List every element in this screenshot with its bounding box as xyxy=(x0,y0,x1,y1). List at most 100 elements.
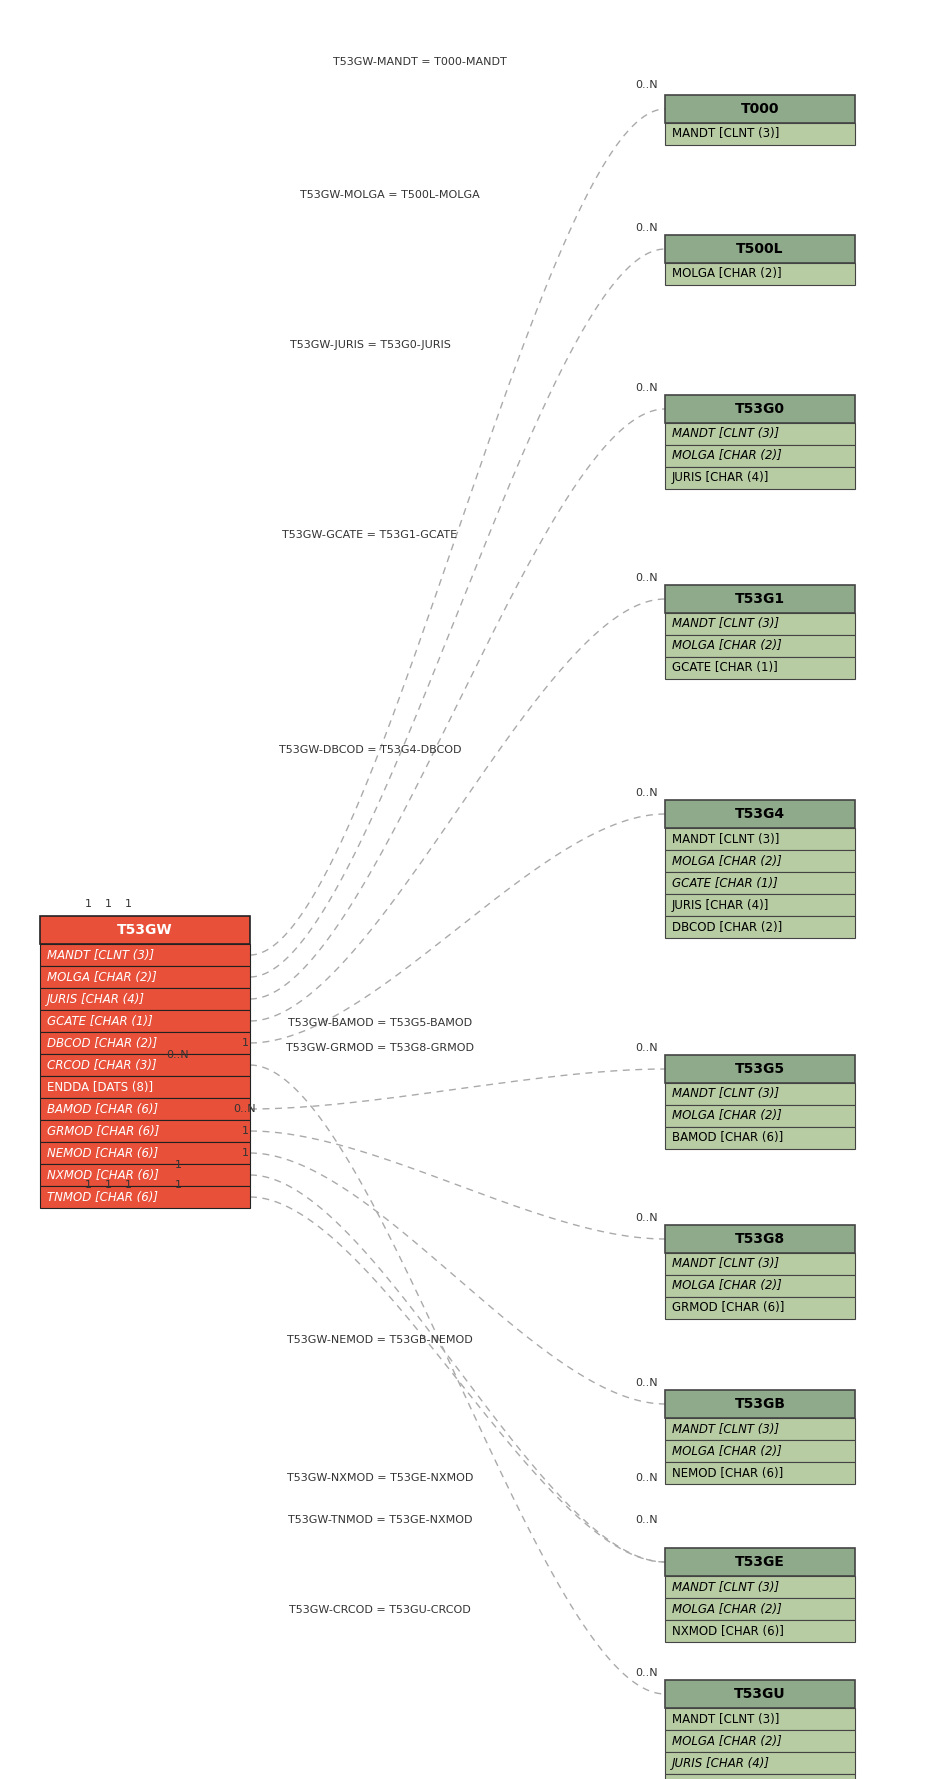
Bar xyxy=(40,945,250,966)
Bar xyxy=(40,1121,250,1142)
Text: T53GW-NEMOD = T53GB-NEMOD: T53GW-NEMOD = T53GB-NEMOD xyxy=(287,1334,473,1345)
Text: T53G0: T53G0 xyxy=(735,402,785,416)
Text: 0..N: 0..N xyxy=(636,1669,658,1678)
Text: T53GW-CRCOD = T53GU-CRCOD: T53GW-CRCOD = T53GU-CRCOD xyxy=(289,1605,471,1615)
Text: 1: 1 xyxy=(242,1126,248,1137)
Text: 1: 1 xyxy=(242,1037,248,1048)
Text: MANDT [CLNT (3)]: MANDT [CLNT (3)] xyxy=(672,1087,779,1101)
Text: T53GW-MANDT = T000-MANDT: T53GW-MANDT = T000-MANDT xyxy=(333,57,507,68)
Text: GCATE [CHAR (1)]: GCATE [CHAR (1)] xyxy=(672,662,778,674)
Text: T53GE: T53GE xyxy=(735,1555,785,1569)
Bar xyxy=(40,1010,250,1032)
Text: 1: 1 xyxy=(124,1179,132,1190)
Text: NXMOD [CHAR (6)]: NXMOD [CHAR (6)] xyxy=(672,1624,784,1637)
Text: MANDT [CLNT (3)]: MANDT [CLNT (3)] xyxy=(672,617,779,630)
Text: T53GW-MOLGA = T500L-MOLGA: T53GW-MOLGA = T500L-MOLGA xyxy=(300,190,480,199)
Bar xyxy=(665,1439,855,1462)
Text: 0..N: 0..N xyxy=(636,222,658,233)
Text: NXMOD [CHAR (6)]: NXMOD [CHAR (6)] xyxy=(47,1169,159,1181)
Text: MOLGA [CHAR (2)]: MOLGA [CHAR (2)] xyxy=(672,639,781,653)
Text: T500L: T500L xyxy=(736,242,783,256)
Text: TNMOD [CHAR (6)]: TNMOD [CHAR (6)] xyxy=(47,1190,158,1204)
Text: MANDT [CLNT (3)]: MANDT [CLNT (3)] xyxy=(47,948,154,961)
Text: BAMOD [CHAR (6)]: BAMOD [CHAR (6)] xyxy=(47,1103,159,1115)
Text: 1: 1 xyxy=(124,898,132,909)
Text: 0..N: 0..N xyxy=(636,80,658,91)
Bar xyxy=(665,123,855,146)
Bar xyxy=(40,1032,250,1053)
Bar xyxy=(665,635,855,656)
Text: MOLGA [CHAR (2)]: MOLGA [CHAR (2)] xyxy=(672,1279,781,1293)
Text: T53GW-GCATE = T53G1-GCATE: T53GW-GCATE = T53G1-GCATE xyxy=(283,530,458,541)
Text: JURIS [CHAR (4)]: JURIS [CHAR (4)] xyxy=(672,898,769,911)
Bar xyxy=(40,916,250,945)
Text: 1: 1 xyxy=(105,898,111,909)
Bar xyxy=(665,468,855,489)
Text: T53G1: T53G1 xyxy=(735,592,785,607)
Bar xyxy=(665,1105,855,1128)
Text: MOLGA [CHAR (2)]: MOLGA [CHAR (2)] xyxy=(672,450,781,463)
Text: T000: T000 xyxy=(741,101,780,116)
Bar xyxy=(665,1418,855,1439)
Bar xyxy=(665,1276,855,1297)
Text: T53GW-GRMOD = T53G8-GRMOD: T53GW-GRMOD = T53G8-GRMOD xyxy=(286,1042,474,1053)
Bar xyxy=(40,1142,250,1163)
Text: T53GW-BAMOD = T53G5-BAMOD: T53GW-BAMOD = T53G5-BAMOD xyxy=(288,1018,472,1028)
Text: MOLGA [CHAR (2)]: MOLGA [CHAR (2)] xyxy=(672,1603,781,1615)
Text: DBCOD [CHAR (2)]: DBCOD [CHAR (2)] xyxy=(672,920,782,934)
Bar xyxy=(665,895,855,916)
Text: T53GW-JURIS = T53G0-JURIS: T53GW-JURIS = T53G0-JURIS xyxy=(289,340,451,350)
Bar xyxy=(40,987,250,1010)
Bar xyxy=(665,1576,855,1598)
Bar xyxy=(665,827,855,850)
Text: GRMOD [CHAR (6)]: GRMOD [CHAR (6)] xyxy=(672,1302,784,1315)
Text: T53GW-DBCOD = T53G4-DBCOD: T53GW-DBCOD = T53G4-DBCOD xyxy=(279,745,462,754)
Text: MOLGA [CHAR (2)]: MOLGA [CHAR (2)] xyxy=(672,1735,781,1747)
Text: 0..N: 0..N xyxy=(636,1516,658,1525)
Text: CRCOD [CHAR (3)]: CRCOD [CHAR (3)] xyxy=(47,1059,157,1071)
Text: MANDT [CLNT (3)]: MANDT [CLNT (3)] xyxy=(672,128,780,141)
Text: 0..N: 0..N xyxy=(636,1213,658,1222)
Bar xyxy=(665,1297,855,1318)
Bar xyxy=(665,850,855,872)
Bar xyxy=(665,1462,855,1484)
Text: 0..N: 0..N xyxy=(636,1042,658,1053)
Bar xyxy=(665,614,855,635)
Bar xyxy=(665,395,855,423)
Text: MANDT [CLNT (3)]: MANDT [CLNT (3)] xyxy=(672,427,779,441)
Text: GRMOD [CHAR (6)]: GRMOD [CHAR (6)] xyxy=(47,1124,159,1137)
Text: MANDT [CLNT (3)]: MANDT [CLNT (3)] xyxy=(672,833,780,845)
Bar xyxy=(665,423,855,445)
Text: 0..N: 0..N xyxy=(234,1105,256,1114)
Bar xyxy=(665,1729,855,1752)
Text: MOLGA [CHAR (2)]: MOLGA [CHAR (2)] xyxy=(672,854,781,868)
Bar xyxy=(665,94,855,123)
Bar xyxy=(665,1389,855,1418)
Text: T53GW: T53GW xyxy=(117,923,172,938)
Bar xyxy=(665,1548,855,1576)
Text: ENDDA [DATS (8)]: ENDDA [DATS (8)] xyxy=(47,1080,153,1094)
Text: 1: 1 xyxy=(242,1147,248,1158)
Text: GCATE [CHAR (1)]: GCATE [CHAR (1)] xyxy=(47,1014,153,1028)
Text: MANDT [CLNT (3)]: MANDT [CLNT (3)] xyxy=(672,1580,779,1594)
Bar xyxy=(40,1163,250,1187)
Text: MOLGA [CHAR (2)]: MOLGA [CHAR (2)] xyxy=(47,971,157,984)
Text: 1: 1 xyxy=(174,1179,182,1190)
Text: MOLGA [CHAR (2)]: MOLGA [CHAR (2)] xyxy=(672,1445,781,1457)
Text: GCATE [CHAR (1)]: GCATE [CHAR (1)] xyxy=(672,877,778,890)
Text: 0..N: 0..N xyxy=(636,382,658,393)
Bar xyxy=(665,445,855,468)
Bar xyxy=(40,1187,250,1208)
Text: NEMOD [CHAR (6)]: NEMOD [CHAR (6)] xyxy=(672,1466,783,1480)
Bar xyxy=(40,1076,250,1098)
Text: MANDT [CLNT (3)]: MANDT [CLNT (3)] xyxy=(672,1713,780,1726)
Bar xyxy=(40,1053,250,1076)
Text: 1: 1 xyxy=(105,1179,111,1190)
Bar xyxy=(665,1621,855,1642)
Text: 0..N: 0..N xyxy=(636,788,658,799)
Text: NEMOD [CHAR (6)]: NEMOD [CHAR (6)] xyxy=(47,1146,159,1160)
Text: T53GW-TNMOD = T53GE-NXMOD: T53GW-TNMOD = T53GE-NXMOD xyxy=(287,1516,472,1525)
Text: MANDT [CLNT (3)]: MANDT [CLNT (3)] xyxy=(672,1258,779,1270)
Bar xyxy=(665,1598,855,1621)
Bar xyxy=(665,1226,855,1252)
